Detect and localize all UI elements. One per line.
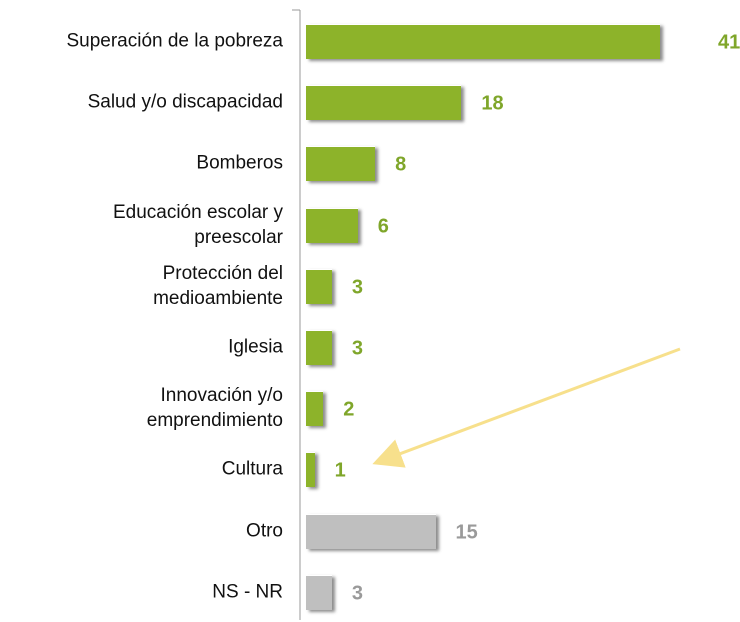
bar: [306, 268, 332, 304]
value-label: 8: [395, 153, 407, 176]
category-label: Educación escolar y preescolar: [112, 201, 283, 248]
value-label: 18: [481, 92, 504, 115]
value-label: 15: [455, 521, 478, 544]
bar: [306, 330, 332, 365]
category-label: Cultura: [221, 458, 283, 480]
category-label: Bomberos: [196, 152, 283, 174]
category-label: Otro: [246, 520, 283, 542]
value-label: 2: [343, 398, 355, 421]
bar: [306, 85, 462, 121]
category-label: Superación de la pobreza: [66, 30, 283, 52]
value-label: 6: [377, 215, 389, 238]
bar: [306, 452, 315, 488]
category-label: Innovación y/o emprendimiento: [146, 385, 283, 432]
category-label: Salud y/o discapacidad: [87, 91, 283, 113]
category-label: NS - NR: [212, 581, 283, 603]
category-label: Iglesia: [228, 336, 283, 358]
value-label: 1: [334, 459, 346, 482]
value-label: 3: [351, 276, 364, 299]
value-label: 3: [351, 582, 364, 605]
value-label: 41: [718, 31, 740, 54]
bar: [306, 391, 324, 427]
value-label: 3: [351, 337, 364, 360]
bar: [306, 574, 332, 610]
bar: [306, 146, 376, 182]
bar: [306, 24, 660, 59]
category-label: Protección del medioambiente: [153, 262, 283, 309]
bar: [306, 513, 436, 549]
arrow: [372, 347, 681, 468]
bar: [306, 207, 358, 243]
